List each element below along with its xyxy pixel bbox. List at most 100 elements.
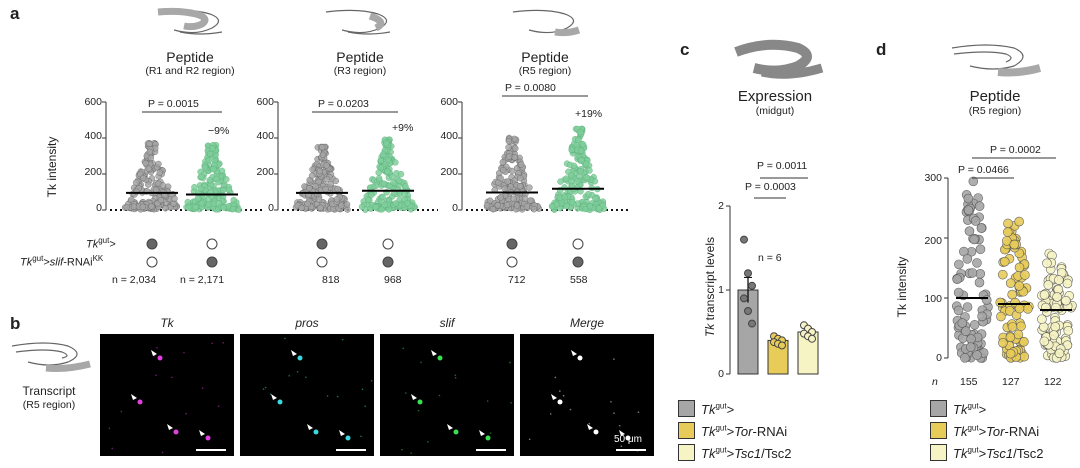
arrowhead-icon — [479, 430, 485, 436]
tick-label: 200 — [440, 166, 458, 178]
scale-bar-label: 50 μm — [614, 434, 642, 445]
data-point — [748, 319, 756, 328]
background-speckle — [417, 409, 420, 412]
background-speckle — [486, 400, 489, 402]
fluorescent-spot — [625, 435, 631, 441]
micrograph-pros — [240, 334, 374, 456]
n-count: n = 2,034 — [112, 274, 157, 286]
panel-c-label: c — [680, 40, 690, 59]
data-point — [577, 128, 584, 136]
group-3-title: Peptide (R5 region) — [518, 49, 572, 77]
n-note: n = 6 — [758, 252, 782, 264]
genotype-marker — [146, 238, 158, 250]
data-point — [384, 168, 391, 175]
background-speckle — [588, 422, 591, 425]
background-speckle — [120, 410, 123, 413]
data-point — [997, 269, 1008, 280]
data-point — [1054, 275, 1064, 285]
background-speckle — [569, 408, 572, 411]
channel-title-slif: slif — [439, 316, 455, 330]
background-speckle — [401, 448, 403, 451]
n-count: 127 — [1002, 376, 1020, 388]
background-speckle — [364, 405, 367, 408]
genotype-row-2: Tkgut>slif-RNAiKK — [20, 254, 104, 269]
data-point — [230, 196, 237, 204]
n-count: 712 — [508, 274, 526, 286]
data-point — [308, 172, 316, 179]
tick-label: 200 — [84, 166, 102, 178]
data-point — [155, 160, 162, 168]
tick-label: 100 — [924, 293, 942, 305]
data-point — [142, 159, 149, 167]
data-point — [198, 173, 205, 180]
background-speckle — [217, 405, 220, 407]
arrowhead-icon — [411, 394, 417, 400]
data-point — [585, 190, 592, 198]
background-speckle — [402, 347, 404, 350]
data-point — [962, 302, 973, 312]
data-point — [337, 202, 345, 209]
data-point — [499, 158, 507, 166]
data-point — [192, 203, 199, 211]
data-point — [1043, 280, 1054, 290]
background-speckle — [361, 388, 364, 391]
genotype-marker — [206, 238, 218, 250]
data-point — [970, 216, 981, 226]
tick-label: 300 — [924, 172, 942, 184]
data-point — [505, 153, 513, 160]
data-point — [1005, 332, 1016, 343]
data-point — [1009, 239, 1020, 250]
data-point — [205, 201, 212, 208]
data-point — [206, 176, 213, 184]
data-point — [744, 269, 752, 278]
data-point — [744, 307, 752, 315]
fluorescent-spot — [173, 429, 179, 435]
data-point — [778, 341, 786, 350]
data-point — [1013, 329, 1024, 340]
channel-title-merge: Merge — [569, 316, 604, 330]
data-point — [375, 169, 382, 176]
data-point — [323, 162, 330, 169]
p-value: P = 0.0015 — [148, 98, 199, 110]
data-point — [145, 165, 152, 172]
genotype-marker — [316, 256, 328, 268]
data-point — [962, 254, 973, 264]
data-point — [317, 204, 324, 212]
data-point — [1005, 348, 1016, 359]
data-point — [306, 184, 313, 192]
data-point — [483, 202, 491, 209]
data-point — [967, 268, 978, 278]
data-point — [1005, 278, 1016, 288]
background-speckle — [262, 388, 265, 390]
n-count: 558 — [570, 274, 588, 286]
data-point — [1002, 227, 1013, 237]
tick-label: 400 — [84, 130, 102, 142]
data-point — [808, 334, 816, 343]
data-point — [570, 162, 578, 170]
group-1-title: Peptide (R1 and R2 region) — [145, 49, 235, 77]
background-speckle — [489, 432, 492, 434]
data-point — [486, 197, 494, 204]
background-speckle — [185, 412, 187, 415]
n-count: 968 — [384, 274, 402, 286]
gut-schematic-icon — [325, 9, 391, 35]
data-point — [130, 203, 138, 211]
data-point — [512, 145, 519, 152]
panel-cd-plots — [726, 157, 1077, 375]
arrowhead-icon — [199, 430, 205, 436]
tick-label: 200 — [256, 166, 274, 178]
data-point — [996, 311, 1006, 322]
data-point — [139, 174, 147, 182]
data-point — [316, 167, 324, 175]
data-point — [1063, 325, 1074, 336]
arrowhead-icon — [587, 424, 593, 430]
background-speckle — [559, 390, 561, 392]
data-point — [229, 205, 237, 213]
panel-b-label: b — [10, 314, 21, 333]
fluorescent-spot — [577, 355, 583, 361]
data-point — [974, 277, 985, 288]
tick-label: 600 — [256, 96, 274, 108]
tick-label: 0 — [96, 202, 102, 214]
data-point — [397, 170, 405, 178]
